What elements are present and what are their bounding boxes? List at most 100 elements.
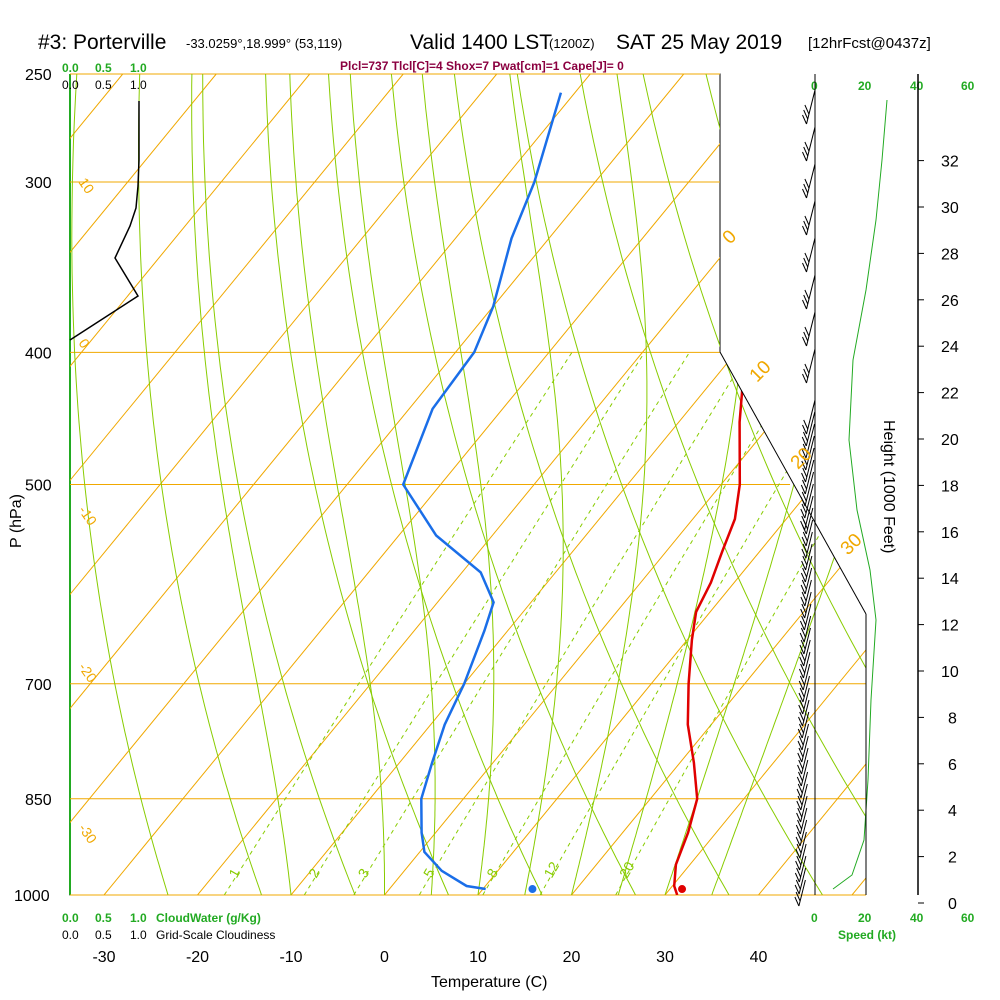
wind-barb-30-flag-1	[799, 675, 805, 686]
wind-barb-38-flag-0	[796, 776, 802, 787]
wind-barb-48-flag-0	[794, 896, 800, 907]
wind-barb-42	[799, 807, 808, 835]
wind-barb-5-flag-0	[802, 299, 807, 310]
wind-barb-32-flag-1	[799, 699, 805, 710]
height-tick-26: 26	[941, 293, 959, 310]
wind-barb-4-flag-0	[802, 262, 807, 273]
wind-barb-15-flag-1	[801, 503, 807, 514]
wind-barb-46	[798, 855, 807, 883]
isotherm--70	[70, 74, 404, 895]
wind-barb-34-flag-0	[797, 728, 803, 739]
height-tick-2: 2	[948, 850, 957, 867]
pressure-tick-1000: 1000	[14, 888, 50, 905]
x-tick-10: 10	[469, 949, 487, 966]
cloudiness-tick-0-bottom: 0.0	[62, 928, 79, 942]
wind-speed-profile	[832, 99, 888, 890]
wind-barb-30	[802, 663, 811, 691]
wind-barb-41-flag-1	[797, 807, 803, 818]
pressure-tick-700: 700	[25, 677, 52, 694]
mixing-ratio-lines	[223, 352, 866, 895]
wind-barb-6-flag-1	[803, 331, 809, 342]
wind-barb-23-flag-1	[801, 591, 807, 602]
isotherm-40	[758, 74, 866, 895]
wind-barb-25-flag-0	[799, 620, 805, 631]
dry-adiabat-270	[202, 74, 356, 895]
valid-date: SAT 25 May 2019	[616, 31, 782, 54]
wind-barb-23	[804, 579, 812, 607]
height-tick-0: 0	[948, 896, 957, 913]
speed-label: Speed (kt)	[838, 928, 896, 942]
mixing-ratio-label-20: 20	[616, 859, 638, 881]
mixing-ratio-label-1: 1	[225, 865, 243, 880]
wind-barb-46-flag-0	[794, 872, 800, 883]
wind-barb-2-flag-0	[802, 188, 807, 199]
wind-barb-47-flag-0	[794, 884, 800, 895]
cloudiness-tick-2-bottom: 1.0	[130, 928, 147, 942]
height-tick-14: 14	[941, 571, 959, 588]
wind-barb-44	[799, 831, 807, 859]
wind-barb-3-flag-1	[803, 220, 809, 231]
wind-barb-31-flag-1	[799, 687, 805, 698]
wind-barb-40-flag-1	[797, 795, 803, 806]
surface-dewpoint-marker	[528, 885, 537, 894]
utc-time: (1200Z)	[549, 36, 595, 51]
wind-barb-45-flag-1	[796, 855, 802, 866]
height-tick-20: 20	[941, 432, 959, 449]
wind-barb-26	[803, 615, 812, 643]
cloudwater-tick-2-bottom: 1.0	[130, 911, 147, 925]
wind-barb-35-flag-1	[798, 735, 804, 746]
stability-indices: Plcl=737 Tlcl[C]=4 Shox=7 Pwat[cm]=1 Cap…	[340, 59, 624, 73]
temperature-trace	[672, 85, 748, 895]
wind-barb-25-flag-1	[801, 615, 807, 626]
wind-barb-18	[805, 519, 814, 547]
wind-barb-13-flag-1	[802, 479, 807, 490]
dry-adiabat-320	[516, 74, 823, 895]
station-title: #3: Porterville	[38, 31, 166, 54]
wind-barb-34	[801, 711, 810, 739]
isotherm-label-5: 0	[719, 226, 741, 248]
dry-adiabat-260	[138, 74, 262, 895]
x-axis-label: Temperature (C)	[431, 974, 547, 991]
cloudwater-tick-1: 0.5	[95, 61, 112, 75]
wind-barb-43-flag-0	[795, 836, 801, 847]
isotherm--90	[70, 74, 217, 895]
wind-barb-6-flag-0	[802, 336, 807, 347]
speed-tick-0: 0	[811, 911, 818, 925]
isotherm-label-6: 10	[746, 357, 776, 387]
x-tick-40: 40	[750, 949, 768, 966]
cloudiness-profile	[69, 101, 140, 341]
isotherm--30	[103, 74, 778, 895]
mixing-ratio-label-3: 3	[354, 865, 372, 880]
wind-barb-43	[799, 819, 808, 847]
wind-barb-35	[801, 723, 810, 751]
dewpoint-trace	[401, 92, 563, 891]
isotherm-label-2: -10	[76, 503, 101, 529]
wind-barb-1-flag-1	[803, 146, 809, 157]
cloudiness-tick-1: 0.5	[95, 78, 112, 92]
speed-tick-40: 40	[910, 911, 924, 925]
wind-barb-47	[798, 867, 807, 895]
wind-barb-12-flag-0	[801, 472, 806, 483]
mixing-ratio-label-12: 12	[540, 859, 562, 881]
wind-barb-47-flag-1	[795, 879, 801, 890]
wind-barb-37-flag-1	[798, 759, 804, 770]
wind-barb-28	[803, 639, 811, 667]
mixing-ratio-3	[353, 352, 690, 895]
dry-adiabat-280	[265, 74, 449, 895]
wind-barb-1-flag-2	[804, 141, 810, 152]
wind-barb-25	[803, 603, 812, 631]
x-tick--30: -30	[92, 949, 115, 966]
wind-barb-8-flag-0	[802, 424, 807, 435]
wind-barb-17-flag-0	[801, 524, 807, 535]
moist-adiabat-35	[711, 74, 866, 895]
wind-barb-21	[804, 555, 813, 583]
isotherm-20	[571, 74, 866, 895]
wind-barb-23-flag-0	[800, 596, 806, 607]
moist-adiabat-0	[289, 74, 385, 895]
dry-adiabat-290	[328, 74, 543, 895]
wind-barb-5-flag-2	[804, 289, 810, 300]
height-tick-28: 28	[941, 246, 959, 263]
height-tick-32: 32	[941, 154, 959, 171]
isotherm-0	[384, 74, 866, 895]
wind-barb-31	[802, 675, 810, 703]
